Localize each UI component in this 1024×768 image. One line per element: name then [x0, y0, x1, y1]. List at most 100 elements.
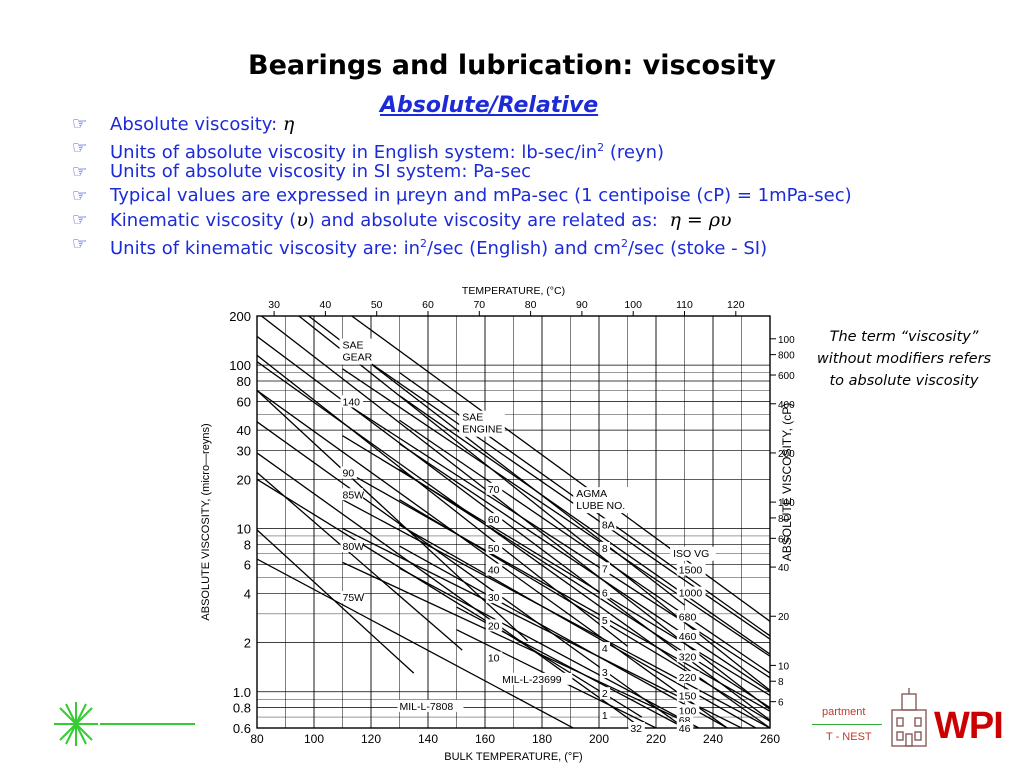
- y-tick-label: 1.0: [233, 685, 251, 700]
- bullet-text: (reyn): [604, 142, 665, 163]
- series-label-bg: [485, 619, 503, 632]
- footer-divider: [100, 723, 195, 725]
- series-label: 680: [679, 611, 697, 623]
- right-tick-label: 8: [778, 677, 784, 688]
- series-label-bg: [676, 629, 700, 642]
- top-tick-label: 50: [371, 299, 383, 311]
- group-label-bg: [670, 546, 716, 561]
- series-label: 1500: [679, 565, 703, 577]
- series-label-bg: [676, 610, 700, 623]
- bullet-item: ☞ Absolute viscosity: η: [72, 112, 1012, 136]
- pointing-hand-icon: ☞: [72, 162, 88, 182]
- series-label-bg: [485, 541, 503, 554]
- bullet-text: ) and absolute viscosity are related as:: [307, 210, 664, 231]
- series-line: [257, 558, 575, 728]
- series-label-bg: [599, 562, 611, 575]
- series-label: 150: [679, 690, 697, 702]
- x-tick-label: 80: [250, 732, 264, 746]
- bullet-item: ☞ Units of kinematic viscosity are: in2/…: [72, 232, 1012, 259]
- series-label-bg: [485, 482, 503, 495]
- series-label-bg: [599, 614, 611, 627]
- series-label-bg: [676, 586, 706, 599]
- series-label-bg: [599, 709, 611, 722]
- series-label-bg: [485, 513, 503, 526]
- y-tick-label: 10: [237, 521, 251, 536]
- y-tick-label: 0.8: [233, 701, 251, 716]
- y-tick-label: 200: [229, 309, 251, 324]
- department-text: partment: [822, 706, 866, 718]
- series-label-bg: [485, 591, 503, 604]
- series-line: [257, 389, 728, 728]
- series-label-bg: [599, 687, 611, 700]
- pointing-hand-icon: ☞: [72, 186, 88, 206]
- series-line: [399, 395, 770, 655]
- series-label-bg: [485, 563, 503, 576]
- series-label-bg: [500, 672, 573, 685]
- y-tick-label: 80: [237, 374, 251, 389]
- pointing-hand-icon: ☞: [72, 138, 88, 158]
- bullet-text: Units of kinematic viscosity are: in: [110, 238, 421, 259]
- series-label-bg: [599, 642, 611, 655]
- series-label: 70: [488, 484, 500, 496]
- series-label: 5: [602, 615, 608, 627]
- right-tick-label: 6: [778, 698, 784, 709]
- series-line: [257, 361, 770, 728]
- side-note: The term “viscosity” without modifiers r…: [816, 329, 992, 389]
- formula: η = ρυ: [669, 209, 732, 231]
- series-label: 460: [679, 631, 697, 643]
- slide-title: Bearings and lubrication: viscosity: [248, 50, 776, 81]
- y-tick-label: 2: [244, 636, 251, 651]
- series-label: 10: [488, 653, 500, 665]
- series-line: [342, 368, 770, 657]
- superscript: 2: [620, 237, 628, 250]
- top-tick-label: 40: [320, 299, 332, 311]
- x-tick-label: 160: [475, 732, 495, 746]
- series-label-bg: [340, 395, 364, 408]
- x-tick-label: 180: [532, 732, 552, 746]
- right-tick-label: 20: [778, 612, 790, 623]
- bullet-text: Typical values are expressed in μreyn an…: [110, 185, 852, 206]
- right-tick-label: 1000: [778, 335, 795, 346]
- star-logo-icon: [54, 702, 98, 746]
- y-axis-label-left: ABSOLUTE VISCOSITY, (micro—reyns): [200, 423, 212, 620]
- series-label: 75W: [343, 592, 365, 604]
- footer-divider: [812, 724, 882, 725]
- x-tick-label: 260: [760, 732, 780, 746]
- series-label: 1000: [679, 588, 703, 600]
- superscript: 2: [420, 237, 428, 250]
- right-tick-label: 40: [778, 563, 790, 574]
- upsilon-symbol: υ: [296, 209, 308, 231]
- series-line: [399, 567, 700, 728]
- series-label: 60: [488, 514, 500, 526]
- series-label-bg: [599, 518, 617, 531]
- top-tick-label: 110: [676, 299, 693, 311]
- pointing-hand-icon: ☞: [72, 210, 88, 230]
- bullet-text: Units of absolute viscosity in English s…: [110, 142, 598, 163]
- right-tick-label: 200: [778, 449, 795, 460]
- series-label-bg: [599, 586, 611, 599]
- series-label-bg: [599, 541, 611, 554]
- series-label-bg: [676, 650, 700, 663]
- series-label: 46: [679, 723, 691, 735]
- series-label: 140: [343, 396, 361, 408]
- series-label: 1: [602, 710, 608, 722]
- group-label: SAE: [343, 340, 364, 352]
- group-label: ENGINE: [462, 424, 502, 436]
- group-label-bg: [573, 487, 632, 514]
- series-label: 320: [679, 651, 697, 663]
- series-label: 4: [602, 643, 608, 655]
- series-line: [399, 499, 770, 722]
- series-label: 30: [488, 592, 500, 604]
- group-label: LUBE NO.: [576, 500, 625, 512]
- series-label: 20: [488, 620, 500, 632]
- group-label: GEAR: [343, 352, 373, 364]
- bullet-text: /sec (English) and cm: [427, 238, 621, 259]
- bullet-item: ☞ Units of absolute viscosity in English…: [72, 136, 1012, 163]
- x-tick-label: 240: [703, 732, 723, 746]
- group-label-bg: [459, 410, 505, 437]
- top-tick-label: 120: [727, 299, 745, 311]
- y-tick-label: 30: [237, 444, 251, 459]
- y-tick-label: 6: [244, 558, 251, 573]
- series-line: [342, 561, 700, 728]
- series-line: [257, 354, 628, 647]
